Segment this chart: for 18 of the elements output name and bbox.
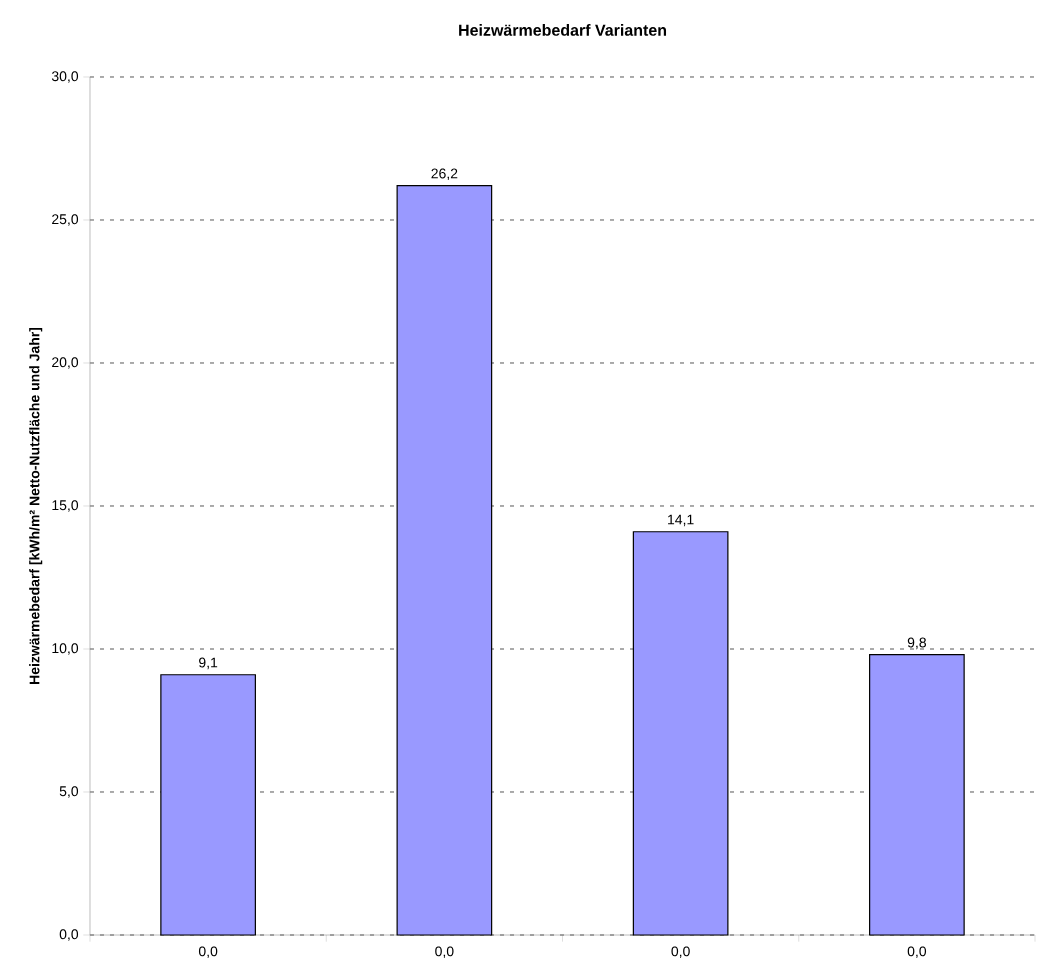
y-tick-label: 15,0: [52, 500, 79, 512]
y-tick-label: 0,0: [59, 929, 79, 941]
data-label: 9,8: [907, 637, 926, 650]
x-tick-label: 0,0: [435, 946, 454, 958]
y-tick-label: 5,0: [59, 786, 79, 798]
bar: [632, 531, 729, 936]
y-tick-label: 30,0: [51, 71, 79, 83]
y-tick-label: 20,0: [52, 357, 79, 369]
y-tick-label: 10,0: [52, 643, 79, 655]
chart-title: Heizwärmebedarf Varianten: [459, 24, 667, 36]
x-tick-label: 0,0: [198, 946, 218, 958]
data-label: 9,1: [199, 657, 218, 670]
data-label: 26,2: [431, 168, 458, 181]
y-tick-label: 25,0: [52, 214, 79, 226]
x-tick-label: 0,0: [671, 946, 690, 958]
data-label: 14,1: [668, 514, 694, 527]
x-tick-label: 0,0: [907, 946, 927, 958]
y-axis-title: Heizwärmebedarf [kWh/m² Netto-Nutzfläche und Jahr]: [29, 327, 43, 684]
